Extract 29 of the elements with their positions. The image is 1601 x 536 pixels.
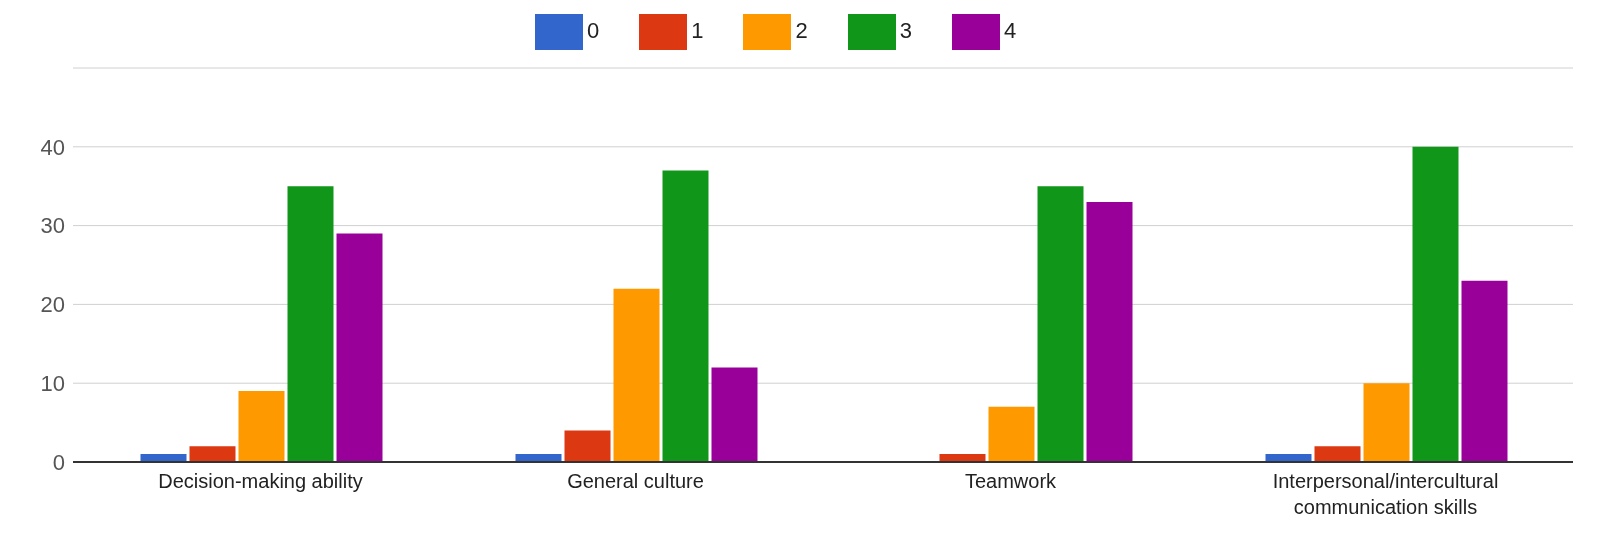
bar [613,288,660,462]
bar [1086,201,1133,462]
bar [1363,383,1410,462]
bar [564,430,611,462]
y-tick-label: 10 [40,371,65,397]
x-tick-label: Teamwork [964,470,1058,492]
legend-label: 2 [795,17,808,43]
bar [189,446,236,462]
y-tick-label: 20 [40,292,65,318]
x-tick-label: General culture [567,470,704,492]
legend-label: 0 [586,17,600,43]
legend-label: 4 [1003,17,1017,43]
y-tick-label: 30 [40,213,65,239]
bar [238,391,285,462]
bar [1461,280,1508,462]
bar [1412,146,1459,462]
y-tick-label: 40 [40,134,65,160]
x-tick-label: Decision-making ability [158,470,363,492]
bar [336,233,383,462]
bar [662,170,709,462]
bar [287,186,334,462]
bar [1037,186,1084,462]
legend-label: 3 [899,17,912,43]
bar [1314,446,1361,462]
legend-label: 1 [691,17,704,43]
bar [711,367,758,462]
x-tick-label: Interpersonal/intercultural communication skills [1272,470,1499,518]
bar [988,406,1035,462]
y-tick-label: 0 [52,449,65,475]
